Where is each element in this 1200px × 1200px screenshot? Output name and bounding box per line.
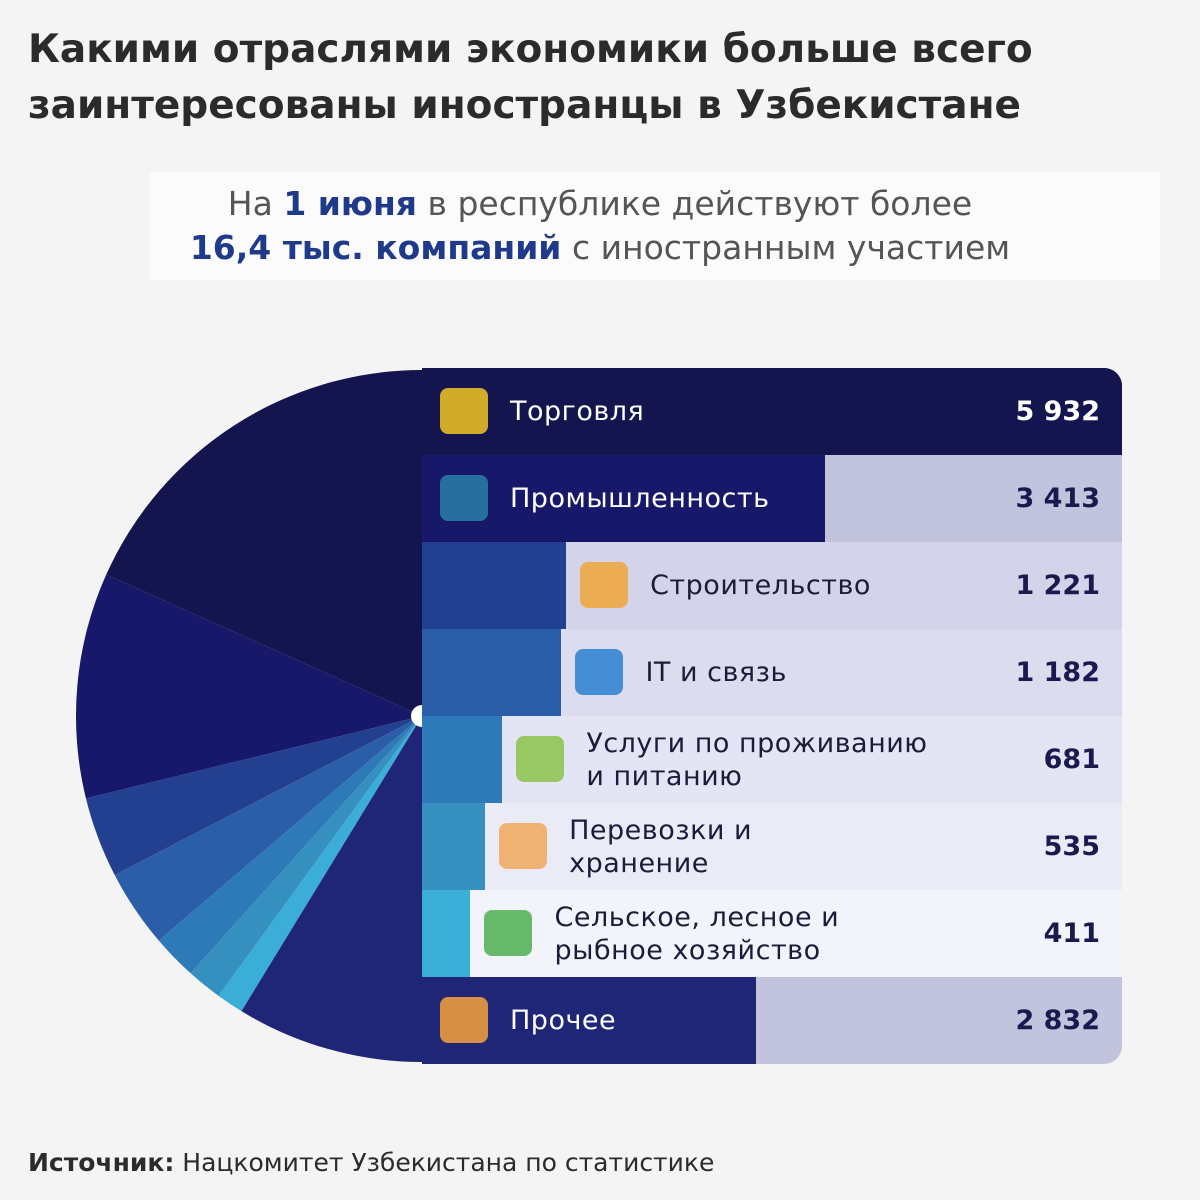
subtitle-text: в республике действуют более [427, 184, 973, 223]
title-line: заинтересованы иностранцы в Узбекистане [28, 83, 1021, 128]
pie-slice [106, 370, 423, 716]
bar-row: Прочее 2 832 [422, 977, 1122, 1064]
subtitle-bold: 16,4 тыс. компаний [189, 228, 562, 267]
value-label: 3 413 [1015, 483, 1100, 514]
source-text: Нацкомитет Узбекистана по статистике [182, 1148, 715, 1177]
pie-slice [158, 716, 422, 974]
bar-row: Сельское, лесное и рыбное хозяйство 411 [422, 890, 1122, 977]
source-label: Источник: [28, 1148, 175, 1177]
bar [422, 542, 567, 629]
bar-row: Услуги по проживанию и питанию 681 [422, 716, 1122, 803]
bar-rows: Торговля 5 932 Промышленность 3 413 Строител… [422, 368, 1122, 1064]
pie-slice [85, 716, 423, 875]
value-label: 1 221 [1015, 570, 1100, 601]
value-label: 411 [1043, 918, 1100, 949]
title-line: Какими отраслями экономики больше всего [28, 27, 1033, 72]
bar [422, 803, 486, 890]
icon [484, 910, 533, 956]
category-label: Перевозки и хранение [569, 814, 753, 879]
subtitle-bold: 1 июня [283, 184, 417, 223]
value-label: 2 832 [1015, 1005, 1100, 1036]
category-label: Услуги по проживанию и питанию [586, 727, 928, 792]
bar-row: Торговля 5 932 [422, 368, 1122, 455]
bar-row: Промышленность 3 413 [422, 455, 1122, 542]
value-label: 681 [1043, 744, 1100, 775]
value-label: 1 182 [1015, 657, 1100, 688]
category-label: Торговля [510, 396, 645, 427]
category-label: IT и связь [645, 657, 787, 688]
bar-row: IT и связь 1 182 [422, 629, 1122, 716]
pie-slice [190, 716, 422, 996]
bar [422, 890, 471, 977]
icon [580, 562, 629, 608]
category-label: Сельское, лесное и рыбное хозяйство [554, 901, 840, 966]
icon [440, 475, 488, 521]
icon [516, 736, 565, 782]
category-label: Прочее [510, 1005, 617, 1036]
value-label: 5 932 [1015, 396, 1100, 427]
bar [422, 455, 825, 542]
icon [575, 649, 624, 695]
value-label: 535 [1043, 831, 1100, 862]
subtitle-text: с иностранным участием [571, 228, 1011, 267]
bar-row: Перевозки и хранение 535 [422, 803, 1122, 890]
category-label: Строительство [650, 570, 871, 601]
pie-slice [76, 574, 422, 799]
subtitle: На 1 июня в республике действуют более 1… [0, 182, 1200, 270]
title: Какими отраслями экономики больше всего … [28, 22, 1033, 134]
bar [422, 716, 503, 803]
subtitle-box [150, 172, 1160, 280]
source: Источник: Нацкомитет Узбекистана по стат… [28, 1148, 714, 1177]
pie-slice [218, 716, 422, 1012]
pie-slice [114, 716, 422, 941]
icon [440, 997, 488, 1043]
bar-row: Строительство 1 221 [422, 542, 1122, 629]
pie-slice [241, 716, 422, 1062]
category-label: Промышленность [510, 483, 770, 514]
icon [499, 823, 548, 869]
subtitle-text: На [227, 184, 273, 223]
bar [422, 629, 562, 716]
bar [422, 368, 1122, 455]
icon [440, 388, 488, 434]
